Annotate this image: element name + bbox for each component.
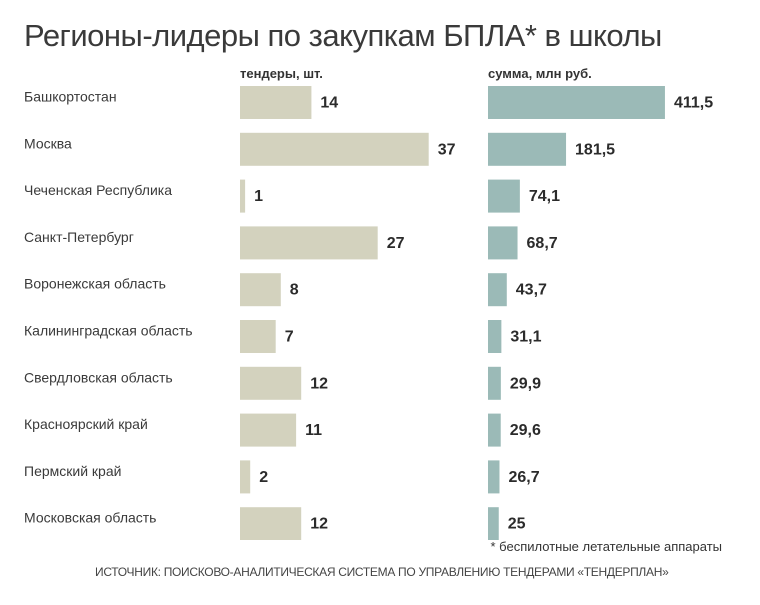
sum-column-header: сумма, млн руб. (488, 66, 592, 81)
region-label-10: Московская область (24, 510, 156, 526)
tenders-value-4: 27 (387, 235, 405, 252)
tenders-bar-6 (240, 320, 276, 353)
sum-value-3: 74,1 (529, 188, 560, 205)
tenders-value-5: 8 (290, 282, 299, 299)
sum-bar-3 (488, 179, 520, 213)
sum-value-8: 29,6 (510, 422, 541, 439)
sum-bar-2 (488, 132, 567, 166)
region-label-5: Воронежская область (24, 276, 166, 292)
tenders-value-1: 14 (320, 95, 338, 112)
tenders-bar-4 (240, 226, 378, 260)
sum-bar-9 (488, 460, 500, 494)
sum-bar-10 (488, 507, 499, 540)
region-label-7: Свердловская область (24, 369, 173, 385)
sum-bar-1 (488, 86, 665, 119)
source-note: ИСТОЧНИК: ПОИСКОВО-АНАЛИТИЧЕСКАЯ СИСТЕМА… (95, 565, 669, 579)
tenders-value-2: 37 (438, 141, 456, 158)
region-label-4: Санкт-Петербург (24, 229, 134, 245)
sum-bar-8 (488, 413, 501, 447)
tenders-value-7: 12 (310, 375, 328, 392)
tenders-value-6: 7 (285, 329, 294, 346)
tenders-bar-10 (240, 507, 302, 540)
sum-value-7: 29,9 (510, 375, 541, 392)
chart-title: Регионы-лидеры по закупкам БПЛА* в школы (24, 18, 662, 53)
sum-value-1: 411,5 (674, 95, 713, 112)
tenders-bar-1 (240, 86, 312, 119)
sum-value-2: 181,5 (575, 141, 615, 158)
sum-bar-5 (488, 273, 507, 307)
tenders-bar-3 (240, 179, 246, 213)
tenders-column-header: тендеры, шт. (240, 66, 323, 81)
sum-value-10: 25 (508, 516, 526, 533)
tenders-bar-5 (240, 273, 281, 307)
tenders-bar-7 (240, 366, 302, 400)
sum-bar-6 (488, 320, 502, 353)
bar-chart: Башкортостан 14 411,5 Москва 37 181,5 Чеченска… (24, 86, 713, 540)
region-label-3: Чеченская Республика (24, 182, 172, 198)
tenders-bar-2 (240, 132, 429, 166)
sum-value-5: 43,7 (516, 282, 547, 299)
footnote: * беспилотные летательные аппараты (490, 539, 722, 554)
tenders-value-3: 1 (254, 188, 263, 205)
tenders-bar-8 (240, 413, 297, 447)
sum-value-9: 26,7 (508, 469, 539, 486)
tenders-bar-9 (240, 460, 251, 494)
region-label-2: Москва (24, 135, 72, 151)
sum-bar-4 (488, 226, 518, 260)
tenders-value-8: 11 (305, 422, 322, 439)
region-label-8: Красноярский край (24, 416, 148, 432)
region-label-9: Пермский край (24, 463, 121, 479)
sum-value-4: 68,7 (527, 235, 558, 252)
region-label-1: Башкортостан (24, 89, 117, 105)
tenders-value-9: 2 (259, 469, 268, 486)
region-label-6: Калининградская область (24, 323, 193, 339)
sum-bar-7 (488, 366, 501, 400)
tenders-value-10: 12 (310, 516, 328, 533)
sum-value-6: 31,1 (510, 329, 541, 346)
